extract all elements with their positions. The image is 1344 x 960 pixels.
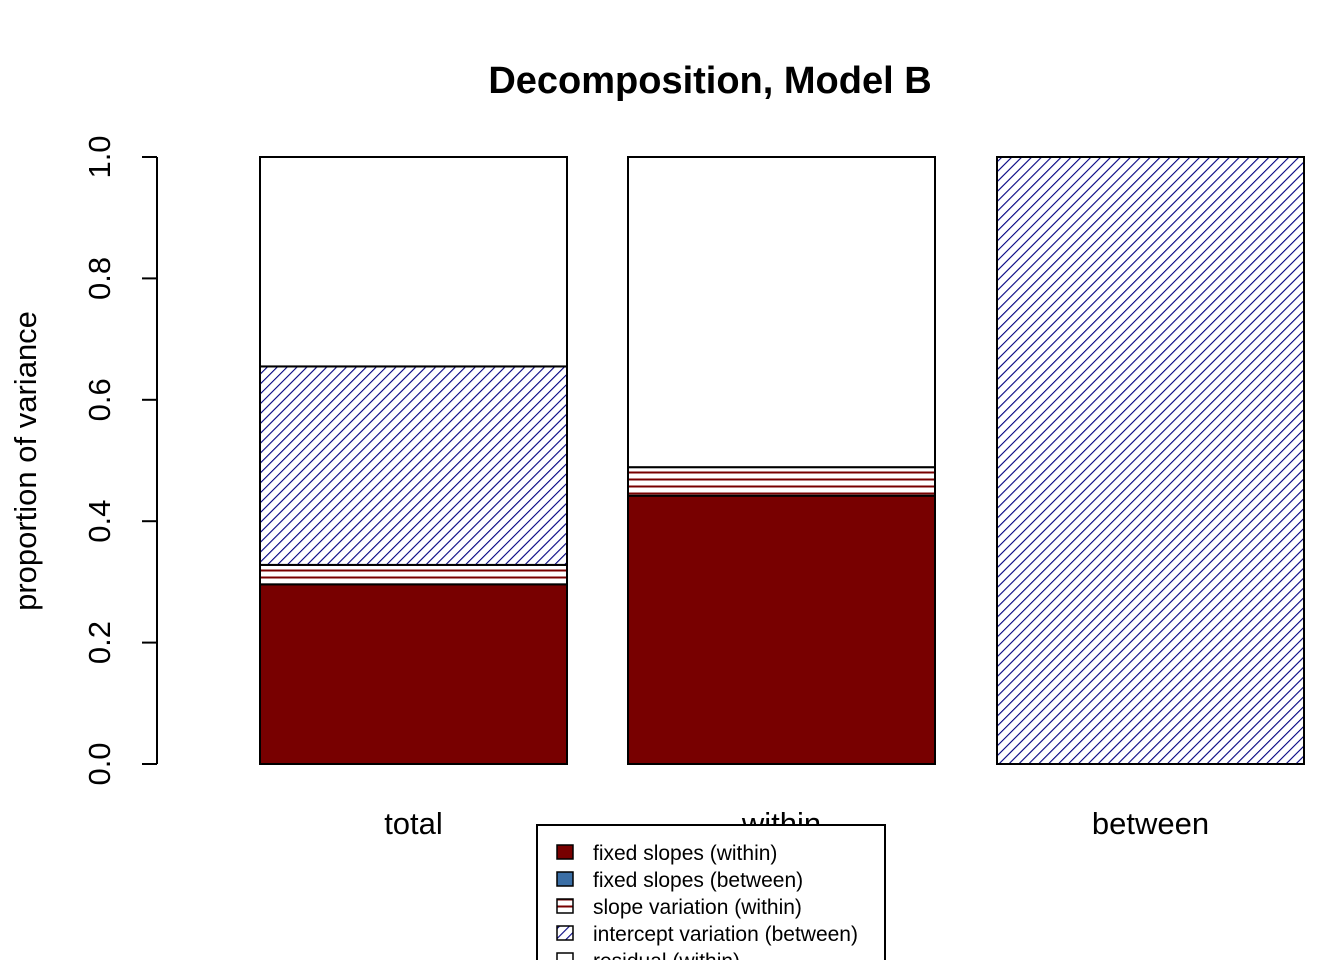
- legend-swatch: [556, 925, 574, 941]
- y-axis: 0.0 0.2 0.4 0.6 0.8 1.0: [82, 135, 158, 786]
- legend-item-fixed-slopes-between: fixed slopes (between): [556, 869, 803, 892]
- legend-item-fixed-slopes-within: fixed slopes (within): [556, 842, 777, 865]
- legend-label: residual (within): [593, 950, 740, 960]
- legend-swatch: [556, 871, 574, 887]
- legend-item-residual-within: residual (within): [556, 950, 740, 960]
- y-axis-label: proportion of variance: [8, 311, 43, 611]
- legend-item-intercept-variation-between: intercept variation (between): [556, 923, 858, 946]
- bar-segment-total-slope-variation-within: [259, 563, 568, 586]
- x-tick-label-between: between: [1092, 806, 1209, 841]
- y-tick-label: 0.4: [82, 500, 117, 543]
- legend-label: slope variation (within): [593, 896, 802, 919]
- bar-segment-within-fixed-slopes-within: [627, 494, 936, 765]
- legend-box: [536, 824, 886, 960]
- legend-swatch: [556, 844, 574, 860]
- chart-title: Decomposition, Model B: [488, 60, 931, 102]
- bar-segment-total-fixed-slopes-within: [259, 583, 568, 765]
- legend-swatch: [556, 952, 574, 960]
- bar-within: [627, 156, 936, 765]
- bar-segment-total-residual-within: [259, 156, 568, 368]
- y-tick-label: 0.0: [82, 742, 117, 785]
- bar-segment-between-intercept-variation-between: [996, 156, 1305, 765]
- y-tick-label: 0.6: [82, 378, 117, 421]
- bars: [259, 156, 1305, 765]
- bar-segment-total-intercept-variation-between: [259, 365, 568, 566]
- x-tick-label-total: total: [384, 806, 443, 841]
- y-tick-label: 1.0: [82, 135, 117, 178]
- legend: fixed slopes (within) fixed slopes (betwe…: [536, 824, 886, 960]
- y-tick-label: 0.8: [82, 257, 117, 300]
- bar-segment-within-slope-variation-within: [627, 466, 936, 497]
- legend-label: fixed slopes (within): [593, 842, 777, 865]
- bar-segment-within-residual-within: [627, 156, 936, 469]
- legend-item-slope-variation-within: slope variation (within): [556, 896, 802, 919]
- legend-label: intercept variation (between): [593, 923, 858, 946]
- legend-swatch: [556, 898, 574, 914]
- bar-total: [259, 156, 568, 765]
- bar-between: [996, 156, 1305, 765]
- y-tick-label: 0.2: [82, 621, 117, 664]
- legend-label: fixed slopes (between): [593, 869, 803, 892]
